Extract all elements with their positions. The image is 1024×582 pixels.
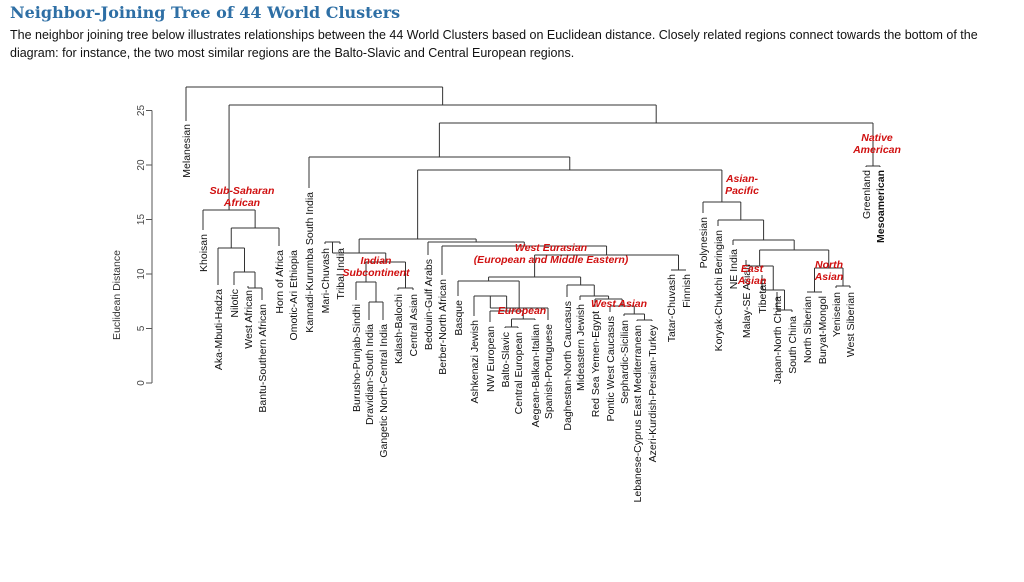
leaf-label: Mari-Chuvash bbox=[320, 248, 332, 314]
leaf-label: Polynesian bbox=[698, 217, 710, 269]
y-tick-label: 5 bbox=[136, 325, 147, 331]
leaf-label: Yeniseian bbox=[831, 292, 843, 337]
leaf-label: Central Asian bbox=[408, 294, 420, 357]
y-tick-label: 15 bbox=[136, 214, 147, 226]
leaf-label: Gangetic North-Central India bbox=[378, 324, 390, 458]
leaf-label: Burusho-Punjab-Sindhi bbox=[351, 304, 363, 412]
group-label-indian: Indian Subcontinent bbox=[342, 255, 410, 279]
tree-branches bbox=[185, 86, 881, 328]
leaf-label: Berber-North African bbox=[437, 279, 449, 375]
group-labels: Sub-Saharan African Indian Subcontinent West… bbox=[210, 132, 901, 317]
leaf-label: West Siberian bbox=[845, 292, 857, 357]
leaf-label: Central European bbox=[513, 332, 525, 414]
leaf-label: Daghestan-North Caucasus bbox=[562, 301, 574, 431]
group-label-northasian: North Asian bbox=[814, 259, 844, 283]
y-tick-label: 25 bbox=[136, 105, 147, 117]
page-description: The neighbor joining tree below illustra… bbox=[10, 28, 978, 60]
leaf-label: Tatar-Chuvash bbox=[666, 274, 678, 342]
group-label-asianpacific: Asian-Pacific bbox=[725, 173, 759, 197]
leaf-label: Tibetan bbox=[757, 279, 769, 314]
leaf-label: Red Sea Yemen-Egypt bbox=[590, 311, 602, 417]
leaf-label: Bedouin-Gulf Arabs bbox=[423, 259, 435, 350]
y-tick-label: 20 bbox=[136, 159, 147, 171]
y-tick-label: 0 bbox=[136, 380, 147, 386]
leaf-label: Tribal India bbox=[335, 248, 347, 300]
leaf-label: Kalash-Balochi bbox=[393, 294, 405, 364]
leaf-label: Malay-SE Asian bbox=[741, 264, 753, 338]
group-label-eastasian: East Asian bbox=[737, 263, 767, 287]
leaf-label: Mideastern Jewish bbox=[575, 304, 587, 391]
group-label-nativeamerican: Native American bbox=[852, 132, 901, 156]
leaf-label: Bantu-Southern African bbox=[257, 304, 269, 413]
leaf-label: Melanesian bbox=[181, 124, 193, 178]
leaf-label: Aka-Mbuti-Hadza bbox=[213, 289, 225, 370]
leaf-label: Nilotic bbox=[229, 289, 241, 318]
leaf-label: Lebanese-Cyprus East Mediterranean bbox=[632, 325, 644, 503]
leaf-label: Koryak-Chukchi Beringian bbox=[713, 230, 725, 352]
y-tick-label: 10 bbox=[136, 268, 147, 280]
leaf-label: NW European bbox=[485, 326, 497, 392]
leaf-label: Azeri-Kurdish-Persian-Turkey bbox=[647, 324, 659, 462]
leaf-label: Basque bbox=[453, 300, 465, 336]
leaf-label: Pontic West Caucasus bbox=[605, 316, 617, 421]
leaf-label: NE India bbox=[728, 249, 740, 289]
y-axis-label: Euclidean Distance bbox=[111, 250, 123, 340]
leaf-label: Buryat-Mongol bbox=[817, 296, 829, 364]
leaf-label: Japan-North China bbox=[772, 296, 784, 384]
leaf-label: Ashkenazi Jewish bbox=[469, 320, 481, 404]
leaf-label: North Siberian bbox=[802, 296, 814, 363]
leaf-label: Dravidian-South India bbox=[364, 324, 376, 425]
leaf-label: Khoisan bbox=[198, 234, 210, 272]
group-label-european: European bbox=[498, 305, 546, 317]
leaf-label: South China bbox=[787, 316, 799, 374]
leaf-label: Balto-Slavic bbox=[500, 332, 512, 387]
leaf-label: Finnish bbox=[681, 274, 693, 308]
y-axis: 0 5 10 15 20 25 Euclidean Distance bbox=[111, 105, 153, 386]
leaf-label: Horn of Africa bbox=[274, 250, 286, 314]
leaf-label: Omotic-Ari Ethiopia bbox=[288, 250, 300, 341]
group-label-westeurasian: West Eurasian (European and Middle Easter… bbox=[474, 242, 629, 266]
leaf-label: Kannadi-Kurumba South India bbox=[304, 192, 316, 333]
page-title: Neighbor-Joining Tree of 44 World Cluste… bbox=[10, 3, 401, 22]
leaf-label: West African bbox=[243, 290, 255, 349]
leaf-label: Aegean-Balkan-Italian bbox=[530, 324, 542, 427]
group-label-subsaharan: Sub-Saharan African bbox=[210, 185, 275, 209]
leaf-label: Spanish-Portuguese bbox=[543, 324, 555, 419]
leaf-label: Greenland bbox=[861, 170, 873, 219]
group-label-westasian: West Asian bbox=[591, 298, 647, 310]
leaf-label: Mesoamerican bbox=[875, 170, 887, 243]
leaf-label: Sephardic-Sicilian bbox=[619, 320, 631, 404]
